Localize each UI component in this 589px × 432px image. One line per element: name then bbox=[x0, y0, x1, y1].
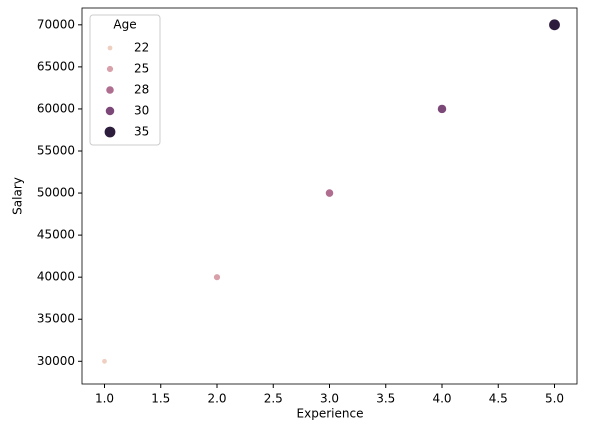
legend-marker bbox=[106, 86, 114, 94]
legend-marker bbox=[105, 106, 115, 116]
y-tick-label: 50000 bbox=[37, 186, 75, 200]
x-tick-label: 3.0 bbox=[320, 392, 339, 406]
point bbox=[102, 358, 107, 364]
legend-label: 35 bbox=[134, 125, 149, 139]
legend-title: Age bbox=[113, 18, 136, 32]
point bbox=[213, 274, 221, 281]
x-tick-label: 5.0 bbox=[545, 392, 564, 406]
legend-box bbox=[89, 14, 161, 146]
legend-label: 30 bbox=[134, 104, 149, 118]
x-tick-label: 4.0 bbox=[432, 392, 451, 406]
y-tick-label: 70000 bbox=[37, 17, 75, 31]
point bbox=[549, 19, 560, 31]
x-tick-label: 4.5 bbox=[489, 392, 508, 406]
y-tick-label: 65000 bbox=[37, 59, 75, 73]
x-tick-label: 2.5 bbox=[264, 392, 283, 406]
legend-marker bbox=[106, 65, 114, 73]
legend-label: 28 bbox=[134, 83, 149, 97]
x-tick-label: 1.5 bbox=[151, 392, 170, 406]
y-tick-label: 60000 bbox=[37, 101, 75, 115]
legend-marker bbox=[104, 126, 116, 138]
y-tick-label: 55000 bbox=[37, 143, 75, 157]
y-tick-label: 30000 bbox=[37, 354, 75, 368]
x-tick-label: 2.0 bbox=[207, 392, 226, 406]
legend-label: 25 bbox=[134, 62, 149, 76]
point bbox=[437, 104, 447, 114]
x-tick-label: 3.5 bbox=[376, 392, 395, 406]
y-tick-label: 35000 bbox=[37, 312, 75, 326]
x-axis-label: Experience bbox=[297, 407, 364, 421]
y-tick-label: 40000 bbox=[37, 270, 75, 284]
y-tick-label: 45000 bbox=[37, 228, 75, 242]
legend-marker bbox=[107, 45, 113, 51]
point bbox=[325, 189, 334, 197]
legend-label: 22 bbox=[134, 41, 149, 55]
plot-frame bbox=[81, 7, 578, 385]
x-tick-label: 1.0 bbox=[95, 392, 114, 406]
y-axis-label: Salary bbox=[11, 177, 25, 215]
